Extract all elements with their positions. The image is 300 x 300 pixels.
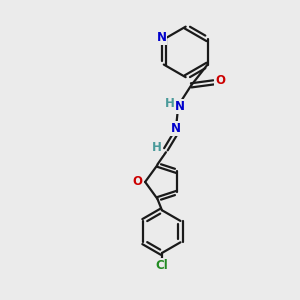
Text: O: O (133, 176, 143, 188)
Text: Cl: Cl (155, 259, 168, 272)
Text: N: N (175, 100, 185, 113)
Text: H: H (152, 141, 162, 154)
Text: H: H (165, 97, 174, 110)
Text: O: O (215, 74, 225, 87)
Text: N: N (156, 31, 167, 44)
Text: N: N (171, 122, 181, 135)
